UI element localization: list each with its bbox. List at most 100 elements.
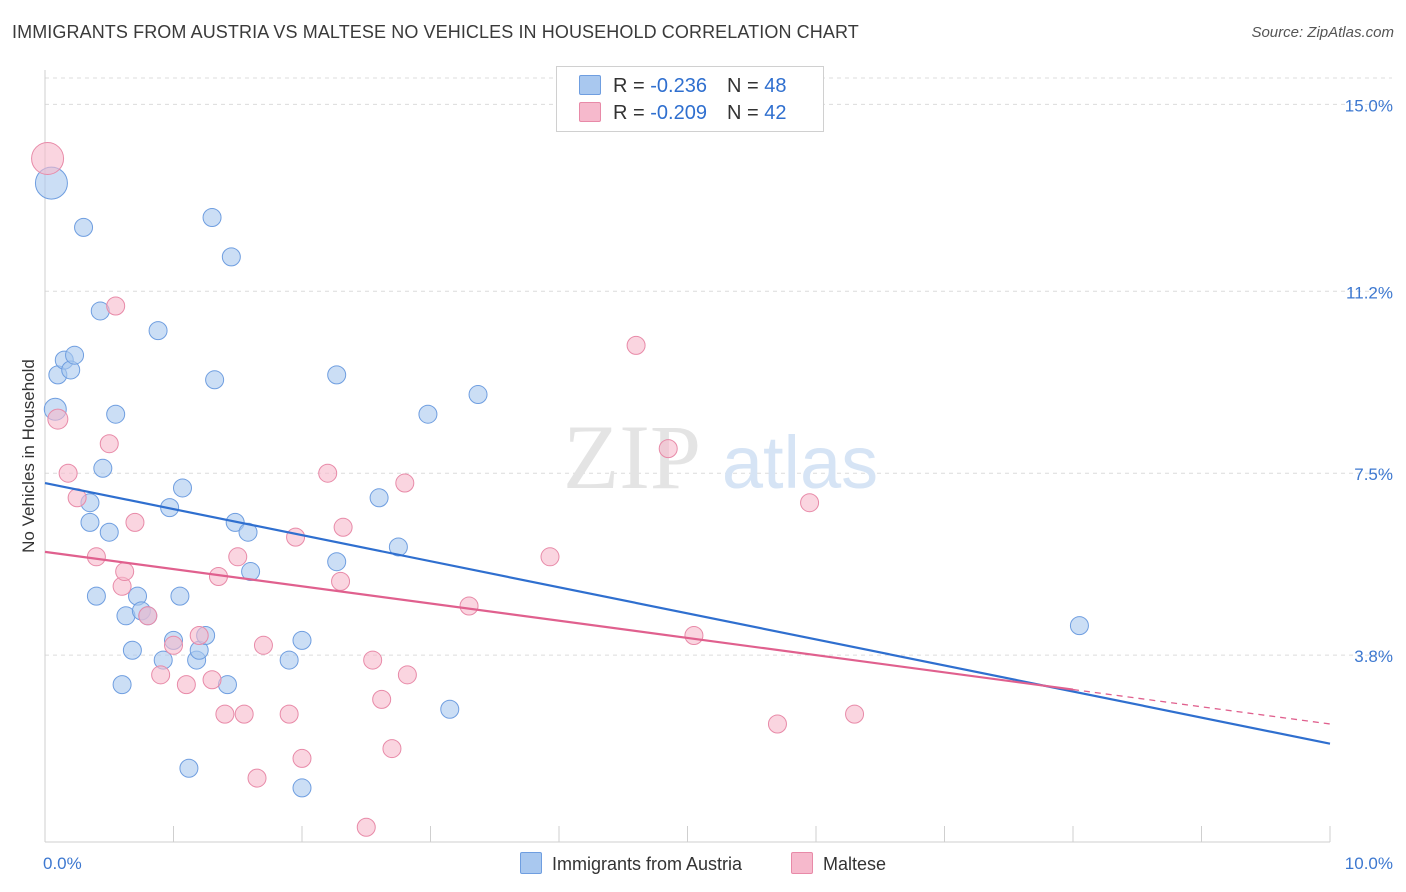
austria-point (80, 512, 100, 532)
austria-point (241, 562, 261, 582)
austria-point (279, 650, 299, 670)
maltese-point (125, 512, 145, 532)
legend-maltese-label: Maltese (823, 854, 887, 874)
y-axis-label: No Vehicles in Household (19, 359, 38, 553)
austria-swatch (579, 75, 601, 95)
austria-point (327, 365, 347, 385)
axes (44, 70, 1331, 843)
austria-point (468, 385, 488, 405)
austria-point (327, 552, 347, 572)
maltese-trend-extension (1072, 688, 1331, 725)
maltese-point (372, 689, 392, 709)
y-tick-label: 7.5% (1354, 465, 1393, 484)
austria-trend-line (44, 481, 1331, 745)
austria-point (106, 404, 126, 424)
austria-point (205, 370, 225, 390)
maltese-point (164, 635, 183, 655)
austria-point (179, 758, 199, 778)
maltese-point (99, 434, 119, 454)
maltese-r-label: R = (613, 102, 651, 124)
maltese-point (115, 562, 135, 582)
maltese-point (234, 704, 254, 724)
maltese-point (106, 296, 126, 316)
stats-legend: R = -0.236 N = 48 R = -0.209 N = 42 (556, 66, 824, 132)
maltese-point (626, 335, 646, 355)
austria-point (99, 522, 119, 542)
austria-point (292, 630, 312, 650)
austria-point (418, 404, 438, 424)
maltese-point (318, 463, 338, 483)
maltese-point (189, 625, 209, 645)
data-points (31, 142, 1089, 837)
legend-austria-swatch (519, 852, 542, 874)
austria-r-label: R = (613, 75, 651, 97)
maltese-point (356, 817, 376, 837)
source-label: Source: ZipAtlas.com (1251, 24, 1394, 41)
austria-point (148, 321, 168, 341)
maltese-point (151, 665, 171, 685)
legend-item-maltese: Maltese (791, 852, 886, 875)
y-tick-label: 3.8% (1354, 647, 1393, 666)
maltese-point (176, 675, 196, 695)
chart-title: IMMIGRANTS FROM AUSTRIA VS MALTESE NO VE… (12, 22, 859, 42)
maltese-n-label: N = (726, 102, 765, 124)
maltese-point (31, 142, 65, 176)
legend-austria-label: Immigrants from Austria (551, 854, 742, 874)
austria-point (369, 488, 389, 508)
maltese-trend-line (44, 550, 1074, 691)
x-tick-label: 10.0% (1345, 854, 1393, 873)
maltese-point (333, 517, 353, 537)
maltese-n-value: 42 (764, 102, 787, 124)
maltese-point (382, 739, 402, 759)
legend-row-austria: R = -0.236 N = 48 (579, 75, 786, 101)
maltese-point (684, 625, 704, 645)
y-tick-label: 11.2% (1346, 283, 1393, 302)
austria-point (202, 208, 222, 228)
maltese-point (253, 635, 273, 655)
maltese-point (247, 768, 267, 788)
austria-n-value: 48 (764, 75, 787, 97)
maltese-point (363, 650, 383, 670)
maltese-point (845, 704, 865, 724)
y-tick-label: 15.0% (1345, 96, 1393, 115)
austria-point (93, 458, 113, 478)
legend-maltese-swatch (791, 852, 814, 874)
maltese-point (767, 714, 787, 734)
maltese-point (215, 704, 235, 724)
austria-point (388, 537, 408, 557)
legend-row-maltese: R = -0.209 N = 42 (579, 102, 786, 128)
maltese-r-value: -0.209 (650, 102, 707, 124)
austria-point (170, 586, 190, 606)
austria-point (112, 675, 132, 695)
austria-point (74, 217, 94, 237)
austria-point (1069, 616, 1089, 636)
austria-point (86, 586, 106, 606)
watermark-zip: ZIP (563, 406, 701, 508)
maltese-point (800, 493, 820, 513)
maltese-point (331, 571, 351, 591)
austria-point (122, 640, 142, 660)
austria-point (440, 699, 460, 719)
maltese-point (58, 463, 78, 483)
maltese-point (658, 439, 678, 459)
series-legend: Immigrants from Austria Maltese (0, 852, 1406, 875)
trend-lines (44, 481, 1331, 745)
maltese-swatch (579, 102, 601, 122)
watermark: ZIP atlas (563, 406, 878, 508)
austria-n-label: N = (726, 75, 765, 97)
maltese-point (459, 596, 479, 616)
maltese-point (292, 748, 312, 768)
maltese-point (397, 665, 417, 685)
maltese-point (138, 606, 158, 626)
austria-point (65, 345, 85, 365)
legend-item-austria: Immigrants from Austria (519, 852, 742, 875)
tick-labels: 3.8% 7.5% 11.2% 15.0% 0.0% 10.0% (43, 96, 1393, 873)
x-tick-label: 0.0% (43, 854, 82, 873)
maltese-point (202, 670, 222, 690)
maltese-point (279, 704, 299, 724)
maltese-point (228, 547, 248, 567)
watermark-atlas: atlas (722, 421, 878, 504)
austria-point (221, 247, 241, 267)
austria-r-value: -0.236 (650, 75, 707, 97)
